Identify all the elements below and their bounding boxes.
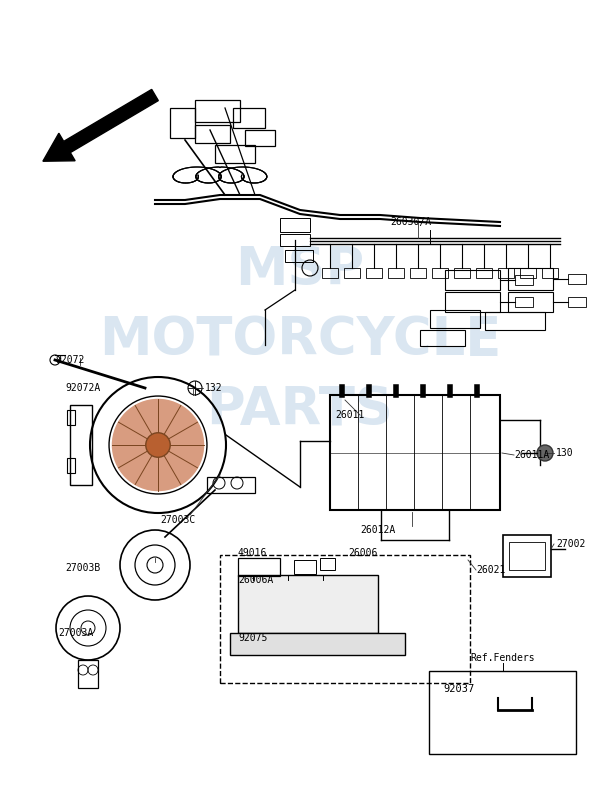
Bar <box>568 274 586 284</box>
Text: 26030/A: 26030/A <box>390 217 431 227</box>
Bar <box>568 297 586 307</box>
Text: 92037: 92037 <box>443 685 474 694</box>
Text: 26012A: 26012A <box>360 525 395 535</box>
Bar <box>344 268 360 278</box>
Bar <box>70 405 92 485</box>
Bar <box>280 218 310 232</box>
Bar <box>476 268 492 278</box>
FancyArrow shape <box>43 89 158 161</box>
Bar <box>445 270 500 290</box>
Text: 27003B: 27003B <box>65 563 100 573</box>
Bar <box>515 297 533 307</box>
Bar <box>233 108 265 128</box>
Bar <box>207 477 255 493</box>
Text: 26011A: 26011A <box>514 450 549 460</box>
Text: MOTORCYCLE: MOTORCYCLE <box>99 314 501 366</box>
Bar <box>238 558 280 576</box>
Bar <box>78 660 98 688</box>
Text: 92075: 92075 <box>238 633 268 643</box>
Bar <box>67 458 75 473</box>
Bar <box>542 268 558 278</box>
Circle shape <box>146 433 170 457</box>
Bar <box>485 312 545 330</box>
Bar <box>280 234 310 246</box>
Bar <box>195 100 240 122</box>
Bar <box>515 275 533 285</box>
Bar <box>195 125 230 143</box>
Bar <box>420 330 465 346</box>
Bar <box>330 395 500 510</box>
Text: 27003A: 27003A <box>58 628 93 638</box>
Bar <box>430 310 480 328</box>
Bar <box>503 535 551 577</box>
Bar <box>215 145 255 163</box>
Text: 130: 130 <box>556 448 574 458</box>
Bar <box>245 130 275 146</box>
Bar <box>220 555 470 683</box>
Text: PARTS: PARTS <box>206 384 394 436</box>
Text: 49016: 49016 <box>238 548 268 558</box>
Text: MSP: MSP <box>235 244 365 296</box>
Bar <box>170 108 195 138</box>
Bar <box>388 268 404 278</box>
Bar <box>432 268 448 278</box>
Text: 27003C: 27003C <box>160 515 195 525</box>
Text: 26006A: 26006A <box>238 575 273 585</box>
Bar <box>520 268 536 278</box>
Bar <box>230 633 405 655</box>
Bar <box>67 410 75 425</box>
Bar <box>429 671 576 754</box>
Bar <box>508 292 553 312</box>
Bar <box>294 560 316 574</box>
Bar <box>454 268 470 278</box>
Bar <box>238 575 378 633</box>
Text: 132: 132 <box>205 383 223 393</box>
Text: 26006: 26006 <box>348 548 377 558</box>
Bar <box>320 558 335 570</box>
Text: 92072: 92072 <box>55 355 85 365</box>
Text: 26021: 26021 <box>476 565 505 575</box>
Bar <box>366 268 382 278</box>
Bar <box>410 268 426 278</box>
Text: Ref.Fenders: Ref.Fenders <box>470 653 535 663</box>
Bar <box>322 268 338 278</box>
Bar <box>445 292 500 312</box>
Circle shape <box>112 399 204 491</box>
Text: 27002: 27002 <box>556 539 586 549</box>
Bar <box>509 542 545 570</box>
Text: 92072A: 92072A <box>65 383 100 393</box>
Text: 26011: 26011 <box>335 410 364 420</box>
Circle shape <box>537 445 553 461</box>
Bar <box>285 250 313 262</box>
Bar <box>498 268 514 278</box>
Bar <box>508 268 553 290</box>
